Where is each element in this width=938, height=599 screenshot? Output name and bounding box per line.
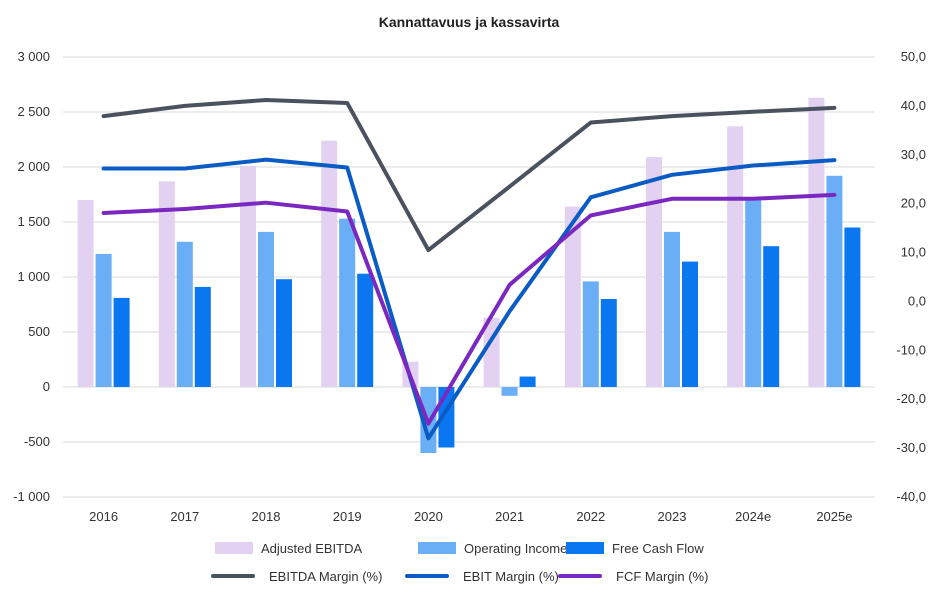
x-tick-label: 2024e [735,509,771,524]
bar-operating-income-2018 [258,231,274,387]
y-left-tick-label: 2 000 [17,159,50,174]
legend-swatch-free-cash-flow [566,542,604,554]
chart-title: Kannattavuus ja kassavirta [379,14,560,30]
bar-adjusted-ebitda-2017 [158,181,175,387]
legend-swatch-operating-income [418,542,456,554]
bar-free-cash-flow-2022 [600,299,617,387]
bar-operating-income-2016 [95,253,112,387]
line-ebitda-margin [101,98,837,253]
legend-label: Operating Income [464,541,567,556]
line-group [101,98,837,441]
bar-operating-income-2022 [582,281,599,387]
y-left-tick-label: 1 500 [17,214,50,229]
bar-operating-income-2021 [501,387,518,396]
x-tick-label: 2018 [252,509,281,524]
bar-operating-income-2019 [339,218,356,387]
bar-free-cash-flow-2017 [194,286,211,387]
y-left-tick-label: 1 000 [17,269,50,284]
bar-adjusted-ebitda-2025e [808,97,825,387]
y-right-tick-label: 30,0 [901,147,926,162]
y-left-tick-label: 0 [43,379,50,394]
bar-operating-income-2024e [745,200,762,387]
x-tick-label: 2017 [170,509,199,524]
line-ebit-margin [101,157,837,441]
x-axis: 2016 2017 2018 2019 2020 2021 2022 2023 2024e 202… [89,509,852,524]
bar-free-cash-flow-2025e [844,227,861,387]
bar-operating-income-2025e [826,175,843,387]
y-right-tick-label: -20,0 [896,391,926,406]
y-axis-left: -1 000 -500 0 500 1 000 1 500 2 000 2 500 3 000 [13,49,50,504]
y-left-tick-label: 500 [28,324,50,339]
x-tick-label: 2023 [658,509,687,524]
legend-label: Adjusted EBITDA [261,541,362,556]
x-tick-label: 2019 [333,509,362,524]
y-left-tick-label: 2 500 [17,104,50,119]
legend-label: EBITDA Margin (%) [269,569,382,584]
x-tick-label: 2022 [576,509,605,524]
legend-swatch-adjusted-ebitda [215,542,253,554]
y-axis-right: -40,0 -30,0 -20,0 -10,0 0,0 10,0 20,0 30,0 40,0 5… [896,49,926,504]
legend-label: Free Cash Flow [612,541,704,556]
y-right-tick-label: 20,0 [901,196,926,211]
y-left-tick-label: -1 000 [13,489,50,504]
bar-operating-income-2023 [664,231,680,387]
legend-label: FCF Margin (%) [616,569,708,584]
y-left-tick-label: -500 [24,434,50,449]
bar-adjusted-ebitda-2024e [727,126,744,388]
bar-adjusted-ebitda-2023 [646,157,662,387]
line-fcf-margin [101,192,837,426]
y-right-tick-label: 10,0 [901,245,926,260]
bar-free-cash-flow-2023 [682,261,698,387]
bar-group [77,97,861,453]
y-right-tick-label: -40,0 [896,489,926,504]
bar-adjusted-ebitda-2019 [321,140,338,387]
y-left-tick-label: 3 000 [17,49,50,64]
bar-free-cash-flow-2016 [113,297,130,387]
legend-label: EBIT Margin (%) [463,569,559,584]
y-right-tick-label: 0,0 [908,293,926,308]
x-tick-label: 2016 [89,509,118,524]
y-right-tick-label: 50,0 [901,49,926,64]
y-right-tick-label: -30,0 [896,440,926,455]
bar-free-cash-flow-2024e [763,246,780,387]
bar-operating-income-2017 [176,241,193,387]
bar-free-cash-flow-2019 [357,273,374,387]
bar-adjusted-ebitda-2022 [564,206,581,387]
legend: Adjusted EBITDA Operating Income Free Cash… [211,541,708,584]
x-tick-label: 2020 [414,509,443,524]
y-right-tick-label: -10,0 [896,342,926,357]
bar-adjusted-ebitda-2016 [77,200,94,387]
bar-free-cash-flow-2018 [276,279,292,387]
x-tick-label: 2025e [816,509,852,524]
y-right-tick-label: 40,0 [901,98,926,113]
bar-free-cash-flow-2021 [519,376,536,387]
x-tick-label: 2021 [495,509,524,524]
bar-adjusted-ebitda-2018 [240,165,256,387]
